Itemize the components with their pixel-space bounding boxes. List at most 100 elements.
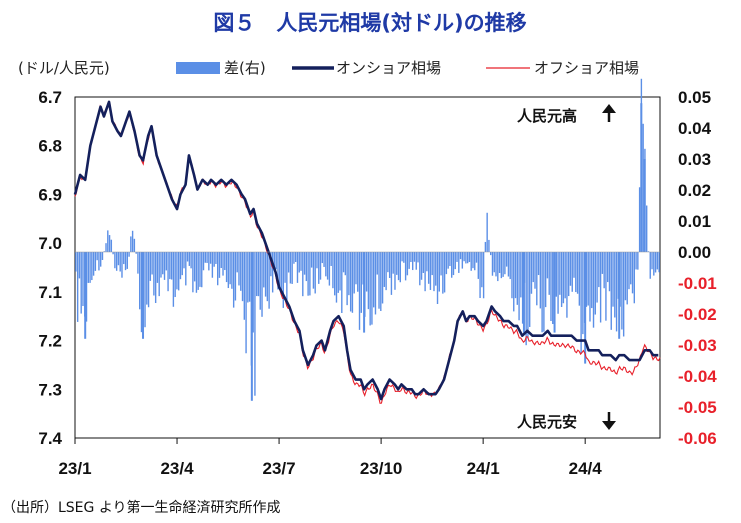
spread-bar [576,252,579,294]
spread-bar [165,252,167,271]
spread-bar [536,252,538,306]
spread-bar [367,252,370,310]
spread-bar [252,252,254,333]
spread-bar [287,252,290,273]
spread-bar [160,252,162,278]
spread-bar [638,187,641,252]
spread-bar [566,252,568,318]
spread-bar [594,252,596,315]
source-note: （出所）LSEG より第一生命経済研究所作成 [2,499,281,516]
spread-bar [624,252,627,301]
spread-bar [596,252,598,303]
spread-bar [490,252,492,256]
spread-bar [658,252,660,273]
spread-bar [445,252,448,275]
spread-bar [582,252,584,335]
spread-bar [341,252,343,313]
spread-bar [459,252,462,260]
y-right-tick-label: 0.00 [678,243,711,262]
spread-bar [220,252,222,269]
spread-bar-spike [84,252,87,339]
spread-bar [373,252,375,308]
annotation-depreciation: 人民元安 [517,412,616,431]
spread-bar [298,252,300,273]
legend-label-offshore: オフショア相場 [534,59,639,77]
spread-bar [615,252,618,332]
annotation-appreciation-label: 人民元高 [517,107,577,125]
spread-bar [227,252,230,289]
spread-bar [630,252,632,285]
spread-bar [277,252,279,290]
spread-bar [599,252,602,323]
spread-bar [626,252,628,305]
spread-bar [360,252,362,313]
spread-bar [240,252,242,291]
spread-bar [162,252,164,275]
spread-bar [156,252,159,283]
spread-bar [612,252,614,307]
spread-bar [385,252,387,291]
spread-bar [107,230,109,252]
spread-bar [481,252,483,288]
spread-bar [427,252,430,284]
spread-bar [318,252,320,284]
spread-bar [351,252,354,313]
x-tick-label: 23/7 [263,459,296,478]
spread-bar [621,252,623,330]
spread-bar-spike [584,252,587,364]
spread-bar [105,243,107,252]
spread-bar [82,252,84,307]
spread-bar [513,252,515,312]
spread-bar [365,252,368,292]
spread-bar [410,252,412,263]
spread-bar [123,252,125,265]
y-right-tick-label: -0.02 [678,305,717,324]
spread-bar [529,252,531,327]
spread-bar [110,239,113,252]
spread-bar [491,252,494,276]
spread-bar [429,252,432,290]
spread-bar [197,252,199,290]
spread-bar [193,252,196,282]
spread-bar [426,252,428,272]
spread-bar [284,252,286,283]
spread-bar [534,252,536,289]
spread-bar [167,252,169,292]
spread-bar [456,252,458,262]
spread-bar [649,252,651,279]
y-right-tick-label: 0.03 [678,150,711,169]
spread-bar [172,252,175,307]
spread-bar [415,252,417,270]
spread-bar [179,252,182,280]
spread-bar [387,252,389,273]
spread-bar [575,252,577,293]
spread-bar [605,252,607,321]
spread-bar [199,252,201,287]
spread-bar [117,252,120,266]
spread-bar [186,252,189,262]
spread-bar [431,252,433,276]
spread-bar [119,252,121,272]
spread-bar-spike [250,252,253,401]
spread-bar [557,252,559,314]
spread-bar [520,252,522,298]
spread-bar [293,252,295,264]
spread-bar [137,252,139,274]
spread-bar [601,252,604,274]
spread-bar [344,252,347,276]
spread-bar [248,252,251,302]
spread-bar [330,252,332,266]
spread-bar [438,252,440,292]
spread-bar [192,252,194,293]
spread-bar [543,252,545,332]
spread-bar [466,252,469,264]
spread-bar [209,252,212,264]
spread-bar [342,252,345,273]
spread-bar [353,252,355,294]
spread-bar [147,252,150,308]
y-right-tick-label: -0.01 [678,274,717,293]
spread-bar [374,252,377,315]
spread-bar [447,252,449,269]
y-left-tick-label: 6.7 [38,88,62,107]
y-right-tick-label: 0.05 [678,88,711,107]
